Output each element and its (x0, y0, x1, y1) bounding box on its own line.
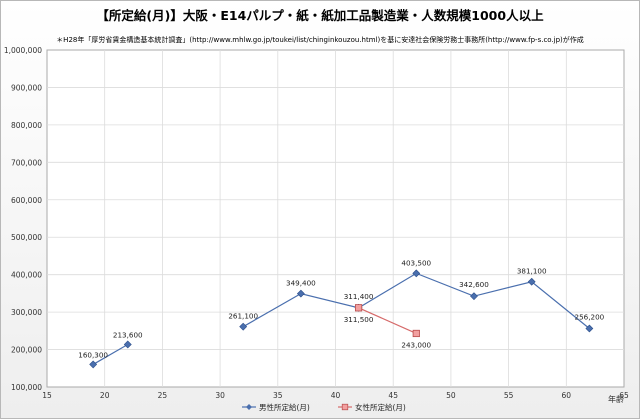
chart-title: 【所定給(月)】大阪・E14パルプ・紙・紙加工品製造業・人数規模1000人以上 (96, 8, 544, 23)
x-tick-label: 65 (619, 391, 629, 400)
x-tick-label: 40 (331, 391, 341, 400)
y-tick-label: 1,000,000 (4, 46, 42, 55)
data-label: 311,400 (344, 292, 374, 301)
x-tick-label: 45 (388, 391, 398, 400)
x-axis-ticks: 15 20 25 30 35 40 45 50 55 60 65 (42, 391, 629, 400)
y-tick-label: 400,000 (11, 271, 42, 280)
y-tick-label: 800,000 (11, 121, 42, 130)
data-labels: 160,300 213,600 261,100 349,400 311,400 403,5… (78, 258, 604, 359)
x-axis-label: 年齢 (608, 394, 624, 404)
series-layer (89, 269, 594, 369)
x-tick-label: 15 (42, 391, 52, 400)
series-line-male (92, 343, 129, 365)
y-tick-label: 700,000 (11, 158, 42, 167)
data-point-female (412, 329, 420, 338)
data-point-male (239, 322, 248, 331)
legend-marker-female (341, 403, 349, 411)
x-tick-label: 35 (273, 391, 283, 400)
y-tick-label: 900,000 (11, 83, 42, 92)
data-label: 342,600 (459, 280, 489, 289)
data-label: 349,400 (286, 279, 316, 288)
data-label: 256,200 (575, 313, 605, 322)
data-point-male (470, 292, 478, 301)
y-axis-ticks: 100,000 200,000 300,000 400,000 500,000 600,0… (4, 46, 42, 392)
x-tick-label: 25 (158, 391, 168, 400)
x-tick-label: 20 (100, 391, 110, 400)
data-label: 403,500 (401, 258, 431, 267)
legend-label-female: 女性所定給(月) (355, 402, 406, 412)
x-tick-label: 55 (504, 391, 514, 400)
data-point-male (296, 289, 305, 298)
series-line-female (358, 307, 417, 335)
x-tick-label: 60 (562, 391, 572, 400)
y-tick-label: 100,000 (11, 383, 42, 392)
y-tick-label: 600,000 (11, 196, 42, 205)
data-point-female (354, 304, 363, 312)
data-label: 160,300 (78, 350, 108, 359)
data-point-male (585, 324, 594, 333)
y-tick-label: 200,000 (11, 346, 42, 355)
data-point-male (123, 340, 132, 349)
chart-subtitle: ＊H28年「厚労省賃金構造基本統計調査」(http://www.mhlw.go.… (56, 35, 584, 44)
data-label: 213,600 (113, 330, 143, 339)
legend: 男性所定給(月) 女性所定給(月) (242, 402, 406, 412)
data-label: 311,500 (344, 315, 374, 324)
data-label: 261,100 (228, 312, 258, 321)
gridlines (47, 50, 624, 387)
data-point-male (412, 269, 421, 278)
x-tick-label: 30 (215, 391, 225, 400)
legend-label-male: 男性所定給(月) (259, 402, 310, 412)
data-point-male (89, 360, 98, 369)
y-tick-label: 500,000 (11, 233, 42, 242)
y-tick-label: 300,000 (11, 308, 42, 317)
x-tick-label: 50 (446, 391, 456, 400)
data-label: 381,100 (517, 267, 547, 276)
data-label: 243,000 (401, 340, 431, 349)
data-point-male (527, 277, 536, 286)
legend-marker-male (246, 404, 252, 410)
